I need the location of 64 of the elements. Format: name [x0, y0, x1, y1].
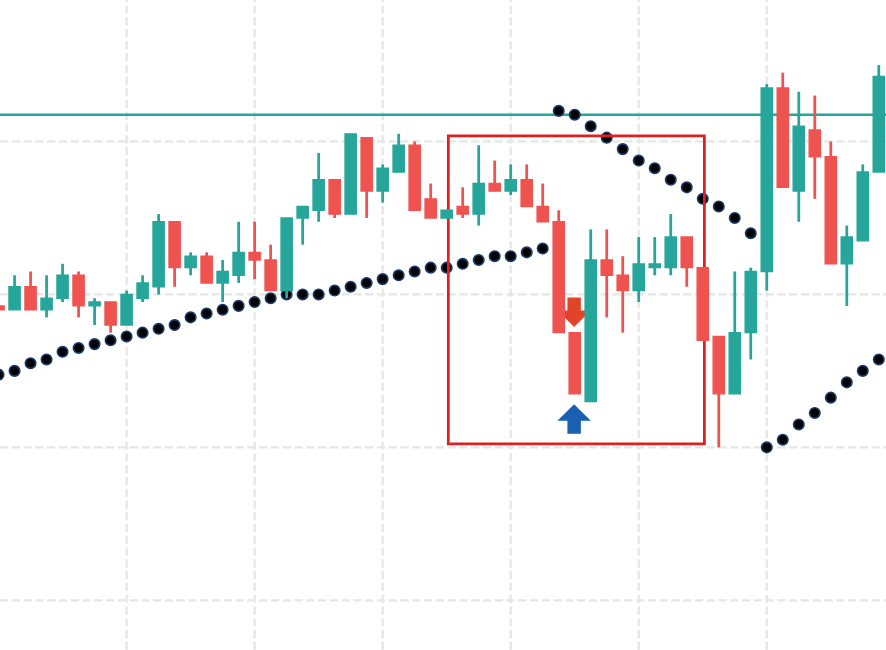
candlestick [8, 273, 21, 312]
candlestick [72, 270, 85, 319]
point [840, 376, 853, 389]
point [312, 288, 325, 301]
candlestick [456, 185, 469, 220]
point [56, 345, 69, 358]
point [568, 108, 581, 121]
point [664, 173, 677, 186]
point [536, 242, 549, 255]
point [200, 307, 213, 320]
point [648, 162, 661, 175]
candlestick [24, 270, 37, 312]
point [376, 273, 389, 286]
point [824, 391, 837, 404]
point [472, 253, 485, 267]
point [616, 143, 629, 156]
point [456, 257, 469, 270]
point [632, 154, 645, 167]
point [408, 265, 421, 278]
point [88, 338, 101, 351]
point [744, 227, 757, 240]
point [392, 269, 405, 282]
point [504, 250, 517, 263]
point [328, 284, 341, 297]
point [264, 292, 277, 305]
point [584, 120, 597, 133]
point [520, 246, 533, 259]
candlestick [488, 159, 501, 193]
point [776, 433, 789, 446]
point [72, 341, 85, 354]
point [248, 296, 261, 309]
candlestick [504, 163, 517, 197]
point [552, 104, 565, 117]
point [152, 322, 165, 335]
point [104, 334, 117, 347]
point [856, 364, 869, 377]
point [184, 311, 197, 324]
point [40, 353, 53, 366]
point [728, 211, 741, 224]
point [24, 357, 37, 370]
point [792, 418, 805, 431]
point [296, 288, 309, 301]
point [488, 250, 501, 263]
point [168, 318, 181, 332]
point [232, 299, 245, 312]
candlestick [184, 250, 197, 277]
point [120, 330, 133, 343]
candlestick [168, 220, 181, 289]
point [760, 441, 773, 454]
point [8, 364, 21, 377]
candlestick [88, 296, 101, 327]
point [136, 326, 149, 339]
point [424, 261, 437, 274]
point [872, 353, 885, 366]
point [216, 303, 229, 316]
point [344, 280, 357, 293]
point [808, 406, 821, 419]
candlestick [472, 143, 485, 227]
candlestick [328, 178, 341, 220]
point [712, 200, 725, 213]
candlestick [104, 300, 117, 335]
point [360, 276, 373, 289]
point [680, 181, 693, 194]
candlestick [200, 250, 213, 285]
